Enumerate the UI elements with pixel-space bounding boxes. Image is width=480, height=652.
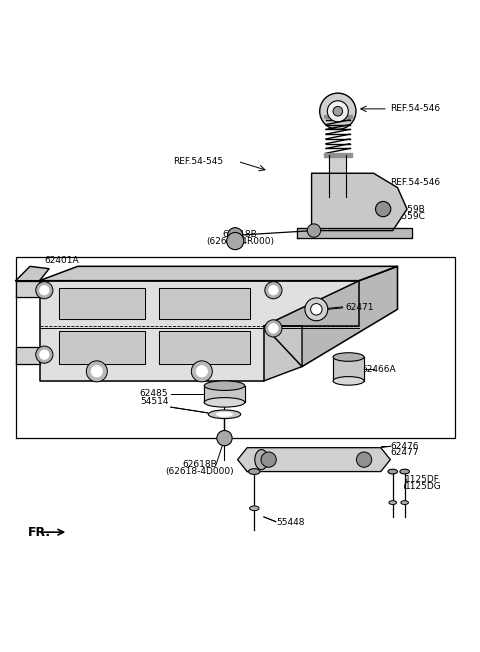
- Polygon shape: [159, 331, 250, 364]
- Circle shape: [228, 228, 243, 243]
- Text: 62485: 62485: [140, 389, 168, 398]
- Circle shape: [320, 93, 356, 129]
- Text: 62618B: 62618B: [182, 460, 217, 469]
- Circle shape: [217, 430, 232, 446]
- Text: (62618-4D000): (62618-4D000): [165, 467, 234, 475]
- Polygon shape: [39, 267, 397, 280]
- Circle shape: [91, 366, 103, 377]
- Polygon shape: [297, 228, 412, 238]
- Ellipse shape: [389, 501, 396, 505]
- Polygon shape: [16, 267, 49, 280]
- Polygon shape: [39, 280, 360, 381]
- Circle shape: [269, 323, 278, 333]
- Ellipse shape: [249, 469, 260, 475]
- Polygon shape: [59, 331, 144, 364]
- Ellipse shape: [250, 506, 259, 511]
- Circle shape: [307, 224, 321, 237]
- Text: 62466A: 62466A: [362, 365, 396, 374]
- Polygon shape: [324, 153, 352, 156]
- Circle shape: [357, 452, 372, 467]
- Text: REF.54-546: REF.54-546: [390, 104, 441, 113]
- Polygon shape: [16, 280, 39, 297]
- Circle shape: [196, 366, 207, 377]
- Polygon shape: [312, 173, 407, 231]
- Circle shape: [265, 282, 282, 299]
- Circle shape: [375, 201, 391, 216]
- Circle shape: [227, 233, 244, 250]
- Polygon shape: [329, 155, 347, 197]
- Circle shape: [39, 286, 49, 295]
- Circle shape: [269, 286, 278, 295]
- Polygon shape: [264, 326, 302, 381]
- Polygon shape: [238, 448, 390, 471]
- Polygon shape: [59, 288, 144, 319]
- Polygon shape: [333, 357, 364, 381]
- Text: 54559B: 54559B: [390, 205, 425, 214]
- Ellipse shape: [255, 450, 268, 469]
- Circle shape: [327, 101, 348, 122]
- Circle shape: [86, 361, 108, 382]
- Text: REF.54-546: REF.54-546: [390, 179, 441, 187]
- Ellipse shape: [400, 469, 409, 474]
- Polygon shape: [264, 267, 397, 366]
- Text: 62471: 62471: [345, 303, 373, 312]
- Circle shape: [192, 361, 212, 382]
- Text: FR.: FR.: [28, 526, 51, 539]
- Ellipse shape: [388, 469, 397, 474]
- Polygon shape: [16, 348, 39, 364]
- Text: 1125DF: 1125DF: [405, 475, 440, 484]
- Circle shape: [265, 319, 282, 337]
- Ellipse shape: [333, 353, 364, 361]
- Circle shape: [36, 346, 53, 363]
- Text: 1125DG: 1125DG: [405, 482, 442, 492]
- Text: 62476: 62476: [390, 442, 419, 451]
- Polygon shape: [159, 288, 250, 319]
- Polygon shape: [204, 385, 245, 402]
- Circle shape: [39, 350, 49, 359]
- Text: 54514: 54514: [140, 397, 168, 406]
- Text: 62618B: 62618B: [223, 230, 257, 239]
- Ellipse shape: [204, 381, 245, 391]
- Circle shape: [305, 298, 328, 321]
- Circle shape: [333, 106, 343, 116]
- Text: (62618-4R000): (62618-4R000): [206, 237, 274, 246]
- Circle shape: [311, 304, 322, 315]
- Ellipse shape: [333, 377, 364, 385]
- Text: 54559C: 54559C: [390, 212, 425, 221]
- Circle shape: [36, 282, 53, 299]
- Ellipse shape: [204, 398, 245, 407]
- Text: 55448: 55448: [276, 518, 304, 527]
- Text: 62477: 62477: [390, 449, 419, 458]
- Text: REF.54-545: REF.54-545: [173, 157, 223, 166]
- Circle shape: [261, 452, 276, 467]
- Polygon shape: [324, 115, 352, 119]
- Ellipse shape: [216, 412, 233, 417]
- Text: 62401A: 62401A: [44, 256, 79, 265]
- Ellipse shape: [401, 501, 408, 505]
- Ellipse shape: [208, 410, 240, 419]
